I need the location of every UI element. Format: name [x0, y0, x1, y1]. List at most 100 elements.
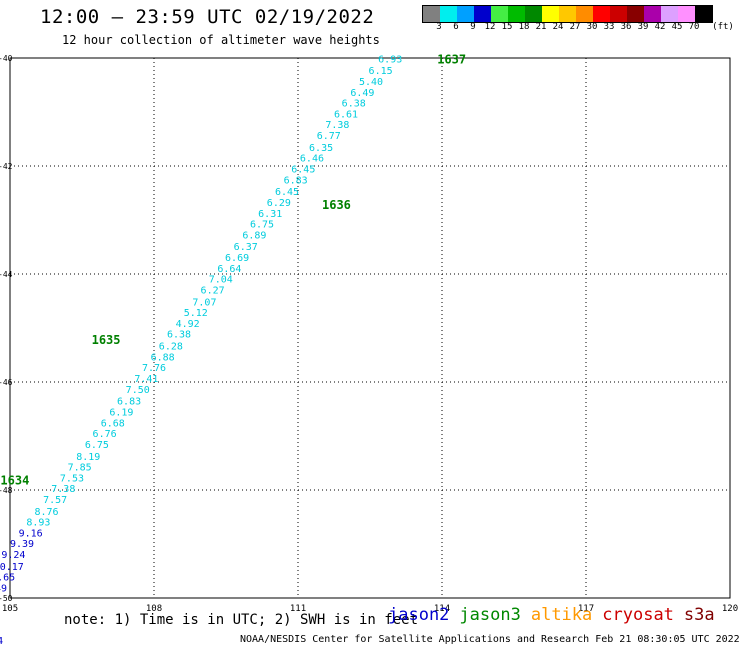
color-scale-bar	[422, 5, 713, 23]
x-tick-label: 120	[722, 604, 738, 614]
wave-height-reading: 9.24	[1, 550, 25, 561]
scale-swatch	[559, 6, 576, 22]
pass-number-label: 1634	[0, 474, 29, 488]
scale-label: 12	[484, 22, 496, 32]
satellite-legend: jason2 jason3 altika cryosat s3a	[388, 605, 715, 625]
wave-height-reading: 6.83	[117, 397, 141, 408]
pass-number-label: 1635	[92, 333, 121, 347]
wave-height-reading: 7.50	[126, 385, 150, 396]
satellite-legend-item: altika	[530, 605, 593, 625]
wave-height-reading: 6.49	[350, 88, 374, 99]
wave-height-reading: 7.04	[209, 275, 233, 286]
wave-height-reading: 8.76	[34, 507, 58, 518]
y-tick-label: -42	[0, 162, 13, 171]
wave-height-reading: 6.45	[275, 187, 299, 198]
scale-label: 3	[436, 22, 442, 32]
wave-height-reading: 7.38	[325, 120, 349, 131]
wave-height-reading: 8.93	[26, 518, 50, 529]
wave-height-reading: 6.38	[167, 330, 191, 341]
scale-label: 18	[518, 22, 530, 32]
scale-label: 33	[603, 22, 615, 32]
wave-height-reading: 6.31	[258, 209, 282, 220]
wave-height-reading: 6.68	[101, 418, 125, 429]
wave-height-reading: 7.57	[43, 495, 67, 506]
scale-swatch	[525, 6, 542, 22]
scale-swatch	[610, 6, 627, 22]
scale-swatch	[542, 6, 559, 22]
wave-height-reading: 6.76	[93, 429, 117, 440]
scale-swatch	[508, 6, 525, 22]
x-tick-label: 105	[2, 604, 18, 614]
scale-swatch	[593, 6, 610, 22]
satellite-legend-item: jason3	[459, 605, 521, 625]
scale-swatch	[695, 6, 712, 22]
wave-height-reading: 6.83	[284, 175, 308, 186]
wave-height-reading: 7.07	[192, 297, 216, 308]
scale-label: 70	[688, 22, 700, 32]
wave-height-reading: 6.35	[309, 143, 333, 154]
y-tick-label: -48	[0, 486, 13, 495]
scale-unit: (ft)	[712, 22, 734, 32]
wave-height-reading: 6.93	[378, 54, 402, 65]
wave-height-reading: 8.19	[76, 452, 100, 463]
scale-label: 27	[569, 22, 581, 32]
scale-label: 9	[470, 22, 476, 32]
wave-height-reading: 6.61	[334, 109, 358, 120]
y-tick-label: -50	[0, 594, 13, 603]
y-tick-label: -46	[0, 378, 13, 387]
wave-height-reading: 6.29	[267, 198, 291, 209]
wave-height-reading: 7.76	[142, 363, 166, 374]
scale-label: 45	[671, 22, 683, 32]
pass-number-label: 1637	[437, 52, 466, 66]
wave-height-reading: 6.27	[201, 285, 225, 296]
scale-swatch	[678, 6, 695, 22]
color-scale-labels: 3 6 9 12 15 18 21 24 27 30 33 36 39 42 45 70 (ft)	[422, 22, 740, 34]
wave-height-reading: 6.69	[225, 253, 249, 264]
wave-height-reading: 6.28	[159, 342, 183, 353]
wave-height-reading: 6.64	[217, 264, 241, 275]
scale-swatch	[491, 6, 508, 22]
scale-swatch	[423, 6, 440, 22]
wave-height-reading: 10.49	[0, 584, 7, 595]
map-subtitle: 12 hour collection of altimeter wave hei…	[62, 33, 380, 47]
satellite-legend-item: jason2	[388, 605, 450, 625]
scale-label: 15	[501, 22, 513, 32]
wave-height-reading: 6.45	[291, 164, 315, 175]
pass-number-label: 1636	[322, 198, 351, 212]
x-tick-label: 108	[146, 604, 162, 614]
scale-label: 24	[552, 22, 564, 32]
scale-label: 39	[637, 22, 649, 32]
x-tick-label: 111	[290, 604, 306, 614]
satellite-legend-item: s3a	[683, 605, 715, 625]
wave-height-reading: 5.40	[359, 77, 383, 88]
map-title: 12:00 — 23:59 UTC 02/19/2022	[40, 6, 375, 28]
scale-swatch	[474, 6, 491, 22]
scale-swatch	[576, 6, 593, 22]
wave-height-reading: 7.38	[51, 484, 75, 495]
satellite-legend-item: cryosat	[602, 605, 674, 625]
scale-swatch	[661, 6, 678, 22]
wave-height-reading: 10.17	[0, 562, 24, 573]
wave-height-reading: 9.39	[10, 539, 34, 550]
footer-note: note: 1) Time is in UTC; 2) SWH is in fe…	[64, 612, 419, 628]
wave-height-reading: 6.77	[317, 131, 341, 142]
wave-height-reading: 4.92	[176, 319, 200, 330]
scale-label: 30	[586, 22, 598, 32]
scale-label: 36	[620, 22, 632, 32]
x-tick-label: 117	[578, 604, 594, 614]
scale-swatch	[440, 6, 457, 22]
wave-height-reading: 10.65	[0, 573, 15, 584]
wave-height-reading: 6.37	[234, 242, 258, 253]
scale-label: 42	[654, 22, 666, 32]
wave-height-reading: 5.12	[184, 308, 208, 319]
wave-height-reading: 7.53	[60, 473, 84, 484]
wave-height-reading: 6.15	[369, 66, 393, 77]
wave-height-reading: 7.41	[134, 374, 158, 385]
wave-height-reading: 6.89	[242, 230, 266, 241]
y-tick-label: -40	[0, 54, 13, 63]
wave-height-reading: 6.46	[300, 154, 324, 165]
scale-label: 6	[453, 22, 459, 32]
wave-height-reading: 6.38	[342, 99, 366, 110]
wave-height-reading: 11.74	[0, 636, 3, 647]
